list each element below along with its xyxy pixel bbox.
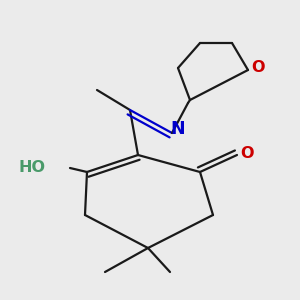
Text: N: N [171,120,185,138]
Text: O: O [240,146,254,160]
Text: HO: HO [19,160,46,175]
Text: O: O [251,61,265,76]
